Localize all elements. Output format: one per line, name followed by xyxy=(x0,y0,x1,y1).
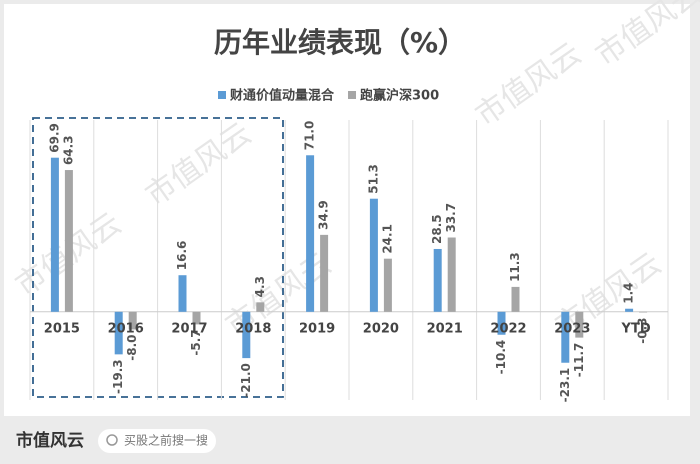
value-label: -10.4 xyxy=(494,340,508,375)
value-label: 34.9 xyxy=(317,200,331,230)
x-tick-label: 2021 xyxy=(427,322,463,337)
bar xyxy=(575,311,584,338)
value-label: 64.3 xyxy=(61,135,75,165)
bar xyxy=(242,311,251,359)
value-label: 51.3 xyxy=(366,164,380,194)
x-tick-label: 2022 xyxy=(490,322,526,337)
value-label: 11.3 xyxy=(508,252,522,282)
value-label: 69.9 xyxy=(47,123,61,153)
value-label: -19.3 xyxy=(111,359,125,394)
x-tick-label: 2018 xyxy=(235,322,271,337)
bar xyxy=(114,311,123,355)
legend-swatch xyxy=(348,91,357,99)
legend-swatch xyxy=(218,91,226,99)
bar xyxy=(306,155,315,312)
bar xyxy=(561,311,570,363)
bar xyxy=(256,302,265,312)
search-box[interactable] xyxy=(98,429,216,453)
x-tick-label: YTD xyxy=(621,322,651,337)
footer-brand: 市值风云 xyxy=(16,430,84,451)
value-label: -8.0 xyxy=(125,334,139,360)
bar xyxy=(639,311,648,313)
legend: 财通价值动量混合 跑赢沪深300 xyxy=(218,88,439,104)
x-tick-label: 2017 xyxy=(171,322,207,337)
value-label: -11.7 xyxy=(572,343,586,378)
bar xyxy=(64,170,73,312)
value-label: -5.7 xyxy=(189,329,203,355)
bar xyxy=(192,311,201,325)
bar xyxy=(433,248,442,312)
search-icon xyxy=(106,434,118,446)
bar xyxy=(178,275,187,312)
bar xyxy=(383,258,392,312)
value-label: -23.1 xyxy=(558,368,572,403)
bar xyxy=(497,311,506,335)
bar xyxy=(320,234,329,312)
value-label: 24.1 xyxy=(380,224,394,254)
x-tick-label: 2015 xyxy=(44,322,80,337)
chart-title: 历年业绩表现（%） xyxy=(214,26,466,59)
legend-label: 跑赢沪深300 xyxy=(360,88,439,104)
legend-label: 财通价值动量混合 xyxy=(230,88,335,104)
bar xyxy=(511,286,520,312)
value-label: 1.4 xyxy=(622,282,636,303)
value-label: 4.3 xyxy=(253,276,267,297)
value-label: -0.3 xyxy=(636,317,650,343)
bar xyxy=(447,237,456,312)
x-tick-label: 2016 xyxy=(108,322,144,337)
value-label: 71.0 xyxy=(303,121,317,151)
x-tick-label: 2020 xyxy=(363,322,399,337)
x-tick-label: 2019 xyxy=(299,322,335,337)
bar xyxy=(128,311,137,330)
value-label: -21.0 xyxy=(239,363,253,398)
x-tick-label: 2023 xyxy=(554,322,590,337)
value-label: 28.5 xyxy=(430,214,444,244)
bar xyxy=(625,308,634,312)
search-placeholder: 买股之前搜一搜 xyxy=(124,433,208,448)
value-label: 33.7 xyxy=(444,203,458,233)
value-label: 16.6 xyxy=(175,241,189,271)
bar xyxy=(50,157,59,312)
bar xyxy=(369,198,378,312)
